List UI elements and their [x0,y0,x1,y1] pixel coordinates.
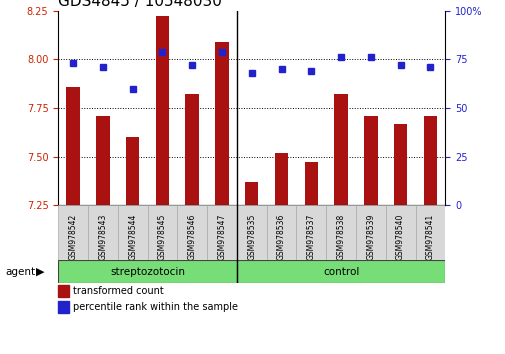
FancyBboxPatch shape [236,205,266,260]
Text: GSM978544: GSM978544 [128,213,137,260]
FancyBboxPatch shape [207,205,236,260]
Bar [156,16,169,205]
Bar [364,116,377,205]
Bar [304,162,317,205]
FancyBboxPatch shape [385,205,415,260]
Text: GSM978545: GSM978545 [158,213,167,260]
Text: GSM978536: GSM978536 [276,213,285,260]
Bar [423,116,436,205]
Text: GDS4845 / 10548030: GDS4845 / 10548030 [58,0,222,10]
Bar [334,94,347,205]
Bar [66,86,80,205]
Text: GSM978541: GSM978541 [425,213,434,260]
Bar [126,137,139,205]
Text: agent: agent [5,267,35,277]
FancyBboxPatch shape [326,205,355,260]
Text: GSM978546: GSM978546 [187,213,196,260]
FancyBboxPatch shape [88,205,118,260]
FancyBboxPatch shape [58,205,88,260]
FancyBboxPatch shape [58,260,236,283]
Text: GSM978539: GSM978539 [366,213,375,260]
FancyBboxPatch shape [118,205,147,260]
Bar [274,153,288,205]
FancyBboxPatch shape [355,205,385,260]
Text: streptozotocin: streptozotocin [110,267,185,277]
FancyBboxPatch shape [266,205,296,260]
FancyBboxPatch shape [415,205,444,260]
Text: GSM978540: GSM978540 [395,213,405,260]
Text: GSM978543: GSM978543 [98,213,107,260]
FancyBboxPatch shape [236,260,444,283]
FancyBboxPatch shape [177,205,207,260]
Text: ▶: ▶ [36,267,45,277]
Bar [244,182,258,205]
Text: GSM978547: GSM978547 [217,213,226,260]
Bar [215,42,228,205]
Bar [96,116,110,205]
Text: percentile rank within the sample: percentile rank within the sample [73,302,238,312]
Text: GSM978542: GSM978542 [69,213,77,260]
Bar [393,124,407,205]
Text: GSM978538: GSM978538 [336,213,345,260]
FancyBboxPatch shape [147,205,177,260]
FancyBboxPatch shape [296,205,326,260]
Text: GSM978537: GSM978537 [306,213,315,260]
Text: GSM978535: GSM978535 [247,213,256,260]
Text: transformed count: transformed count [73,286,164,296]
Text: control: control [322,267,359,277]
Bar [185,94,198,205]
